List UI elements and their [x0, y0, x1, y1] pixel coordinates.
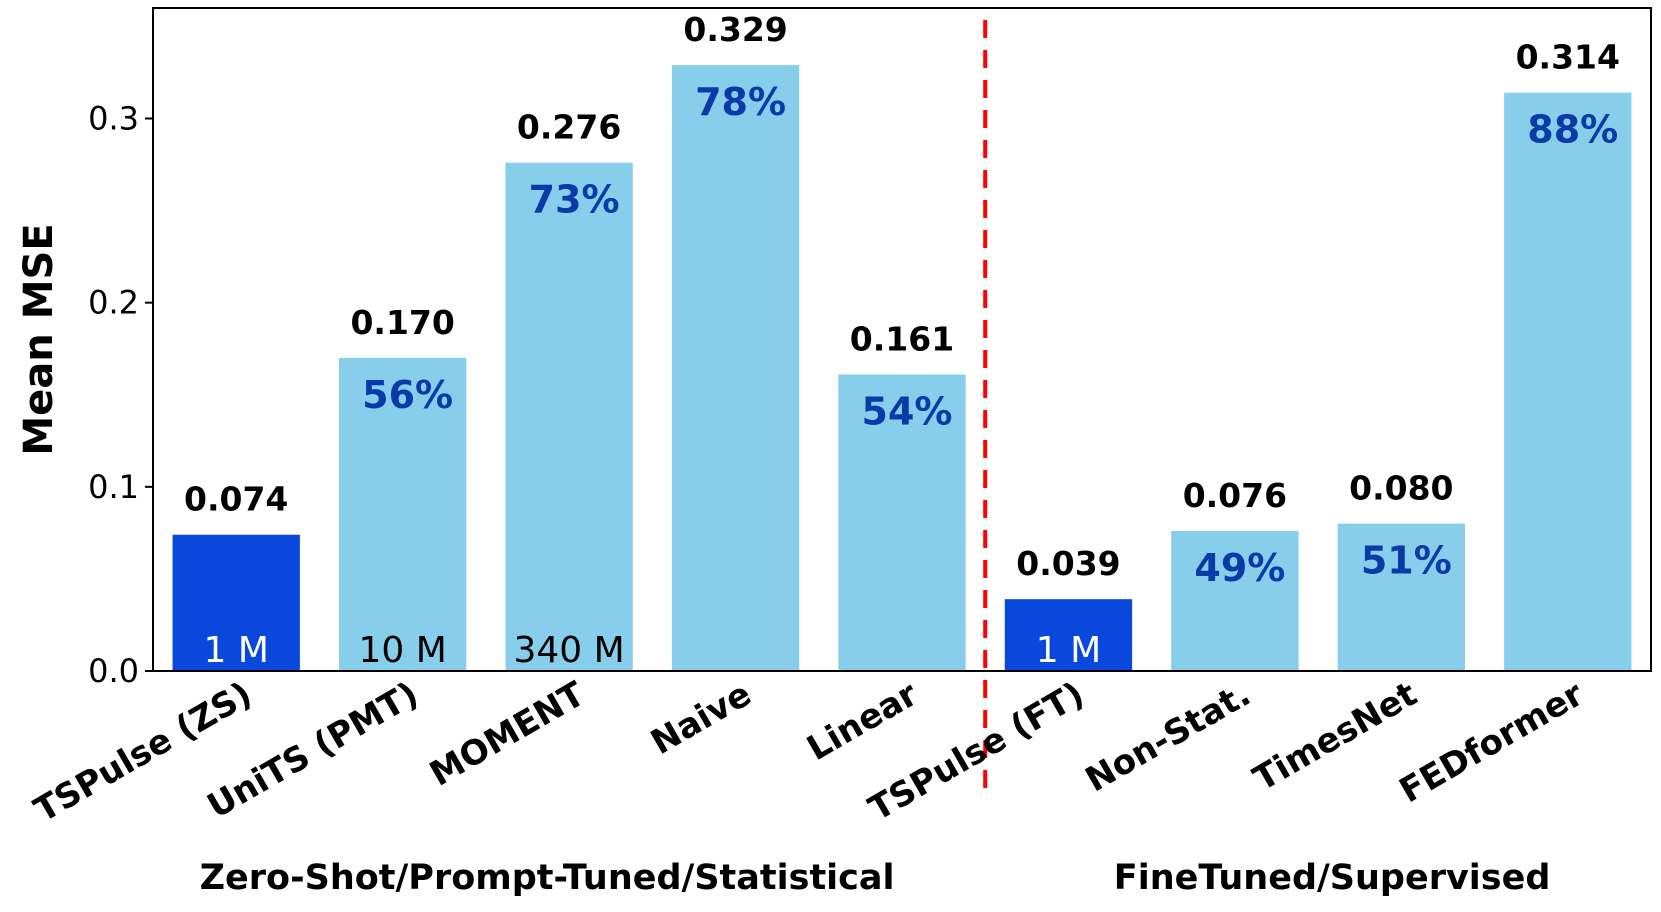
x-tick-label: Non-Stat.: [1079, 674, 1257, 800]
y-axis-title: Mean MSE: [16, 223, 62, 455]
bar: [1504, 92, 1632, 671]
x-tick-label: Linear: [800, 674, 924, 769]
value-label: 0.329: [683, 10, 787, 49]
percent-label: 73%: [529, 178, 620, 222]
value-label: 0.276: [517, 108, 621, 147]
bar: [1004, 599, 1133, 671]
value-label: 0.039: [1016, 544, 1120, 583]
y-tick-label: 0.2: [88, 284, 139, 322]
bar: [1337, 523, 1465, 671]
value-label: 0.170: [350, 303, 454, 342]
y-tick-label: 0.0: [88, 652, 139, 690]
x-tick-label: FEDformer: [1393, 674, 1591, 811]
bar: [339, 357, 467, 671]
value-label: 0.161: [850, 319, 954, 358]
group-title: FineTuned/Supervised: [1114, 858, 1551, 898]
plot-frame: [152, 7, 1652, 672]
group-title: Zero-Shot/Prompt-Tuned/Statistical: [200, 858, 895, 898]
y-tick-label: 0.3: [88, 100, 139, 138]
y-axis: 0.0 0.1 0.2 0.3: [88, 100, 153, 690]
percent-label: 51%: [1361, 539, 1452, 583]
value-label: 0.076: [1183, 476, 1287, 515]
value-label: 0.074: [184, 480, 288, 519]
x-tick-label: MOMENT: [423, 674, 592, 795]
bar: [1171, 531, 1299, 671]
group-titles: Zero-Shot/Prompt-Tuned/Statistical FineTu…: [200, 858, 1551, 898]
value-label: 0.080: [1349, 469, 1453, 508]
value-label: 0.314: [1516, 38, 1620, 77]
bar: [671, 65, 800, 671]
bar: [505, 162, 633, 671]
percent-label: 56%: [362, 373, 453, 417]
param-count-label: 340 M: [514, 630, 625, 671]
percent-label: 78%: [695, 80, 786, 124]
x-axis-labels: TSPulse (ZS)UniTS (PMT)MOMENT Naive Linear…: [28, 674, 1591, 831]
y-tick-label: 0.1: [88, 468, 139, 506]
percent-label: 49%: [1194, 546, 1285, 590]
bars-layer: [172, 65, 1632, 671]
x-tick-label: Naive: [644, 674, 758, 763]
param-count-label: 10 M: [359, 630, 447, 671]
param-count-label: 1 M: [1036, 630, 1101, 671]
param-count-label: 1 M: [204, 630, 269, 671]
percent-label: 54%: [862, 389, 953, 433]
bar: [838, 374, 966, 671]
percent-label: 88%: [1527, 108, 1618, 152]
bar-labels-layer: 0.074 1 M 0.170 56% 10 M 0.276 73% 340 M 0.329 78…: [184, 10, 1620, 671]
bar: [172, 534, 300, 671]
